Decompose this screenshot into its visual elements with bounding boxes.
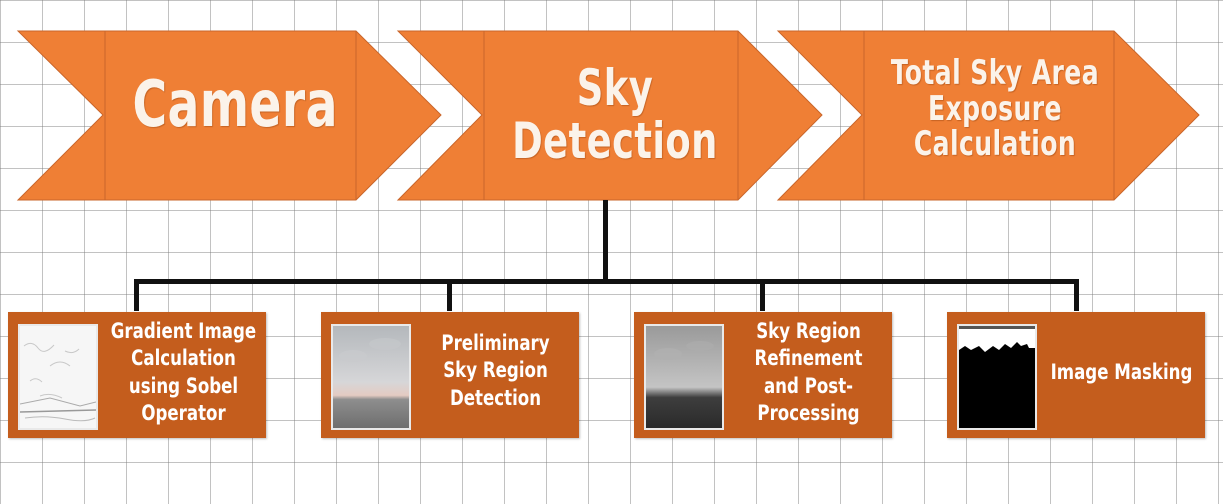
refinement-image-thumbnail	[644, 324, 724, 430]
substep-gradient: Gradient Image Calculation using Sobel O…	[8, 312, 266, 438]
preliminary-image-thumbnail	[331, 324, 411, 430]
connector-trunk	[603, 200, 608, 282]
connector-drop-4	[1074, 279, 1079, 311]
stage-label-total-sky-area: Total Sky Area Exposure Calculation	[880, 56, 1110, 163]
substep-label-refinement: Sky Region Refinement and Post- Processi…	[736, 318, 881, 427]
masking-image-thumbnail	[957, 324, 1037, 430]
stage-label-sky-detection: Sky Detection	[504, 62, 725, 167]
stage-label-camera: Camera	[133, 72, 338, 139]
substep-preliminary: Preliminary Sky Region Detection	[321, 312, 579, 438]
connector-bar	[134, 279, 1079, 284]
substep-label-gradient: Gradient Image Calculation using Sobel O…	[107, 318, 261, 427]
connector-drop-1	[134, 279, 139, 311]
substep-refinement: Sky Region Refinement and Post- Processi…	[634, 312, 892, 438]
connector-drop-2	[447, 279, 452, 311]
substep-label-masking: Image Masking	[1049, 359, 1194, 386]
substep-label-preliminary: Preliminary Sky Region Detection	[423, 330, 568, 412]
connector-drop-3	[760, 279, 765, 311]
gradient-image-thumbnail	[18, 324, 98, 430]
substep-masking: Image Masking	[947, 312, 1205, 438]
